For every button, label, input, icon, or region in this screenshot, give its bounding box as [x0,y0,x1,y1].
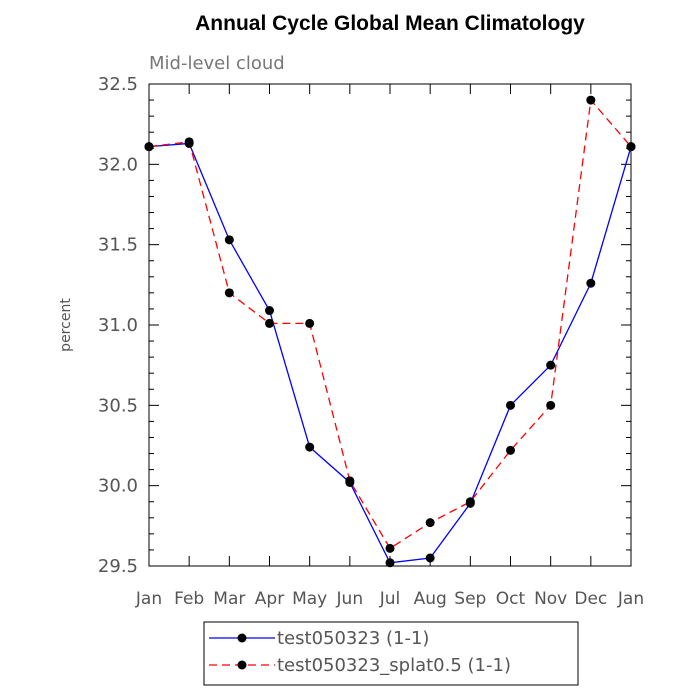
series-layer [144,95,636,568]
y-axis-label: percent [58,298,74,352]
y-tick-label: 32.0 [98,154,138,175]
data-point [626,142,636,152]
x-tick-label: Jan [617,589,644,609]
data-point [586,278,596,288]
data-point [385,543,395,553]
data-point [265,306,274,316]
data-point [345,476,355,486]
y-tick-label: 29.5 [98,556,138,577]
y-tick-label: 32.5 [98,74,138,95]
data-point [184,137,194,147]
x-tick-label: Apr [255,589,284,609]
data-point [224,288,234,298]
x-tick-labels: Jan Feb Mar Apr May Jun Jul Aug Sep Oct Nov Dec Jan [135,589,644,609]
legend-label: test050323 (1-1) [277,628,429,649]
x-tick-label: Mar [213,589,245,609]
x-tick-label: Sep [454,589,486,609]
series-line [148,98,632,550]
y-tick-label: 31.5 [98,235,138,256]
x-tick-label: May [292,589,327,609]
y-tick-label: 30.5 [98,395,138,416]
legend-items: test050323 (1-1) test050323_splat0.5 (1-1… [209,628,511,676]
x-tick-label: Aug [414,589,447,609]
y-tick-label: 30.0 [98,476,138,497]
series-line [148,142,632,564]
x-tick-label: Feb [174,589,204,609]
data-point [265,318,274,328]
data-point [144,142,154,152]
x-tick-label: Jul [379,589,401,609]
legend-swatch-marker [237,660,247,670]
legend: test050323 (1-1) test050323_splat0.5 (1-1… [203,621,579,686]
data-point [425,518,435,528]
legend-swatch-marker [237,633,247,643]
data-point [425,553,435,563]
x-tick-label: Oct [496,589,526,609]
data-point [385,558,395,568]
data-point [546,360,556,370]
data-point [546,400,556,410]
data-point [586,95,596,105]
data-point [506,445,515,455]
data-point [305,318,315,328]
data-point [305,442,315,452]
y-tick-label: 31.0 [98,315,138,336]
axis-ticks [148,83,632,567]
data-point [224,235,234,245]
chart-title: Annual Cycle Global Mean Climatology [195,12,585,35]
x-tick-label: Dec [574,589,607,609]
x-tick-label: Jan [135,589,162,609]
data-point [506,400,515,410]
legend-box [203,621,579,686]
data-point [465,497,475,507]
plot-frame [148,83,632,567]
chart-subtitle: Mid-level cloud [149,53,285,74]
legend-label: test050323_splat0.5 (1-1) [277,655,511,676]
y-tick-labels: 29.5 30.0 30.5 31.0 31.5 32.0 32.5 [98,74,138,577]
x-tick-label: Nov [534,589,567,609]
x-tick-label: Jun [336,589,364,609]
